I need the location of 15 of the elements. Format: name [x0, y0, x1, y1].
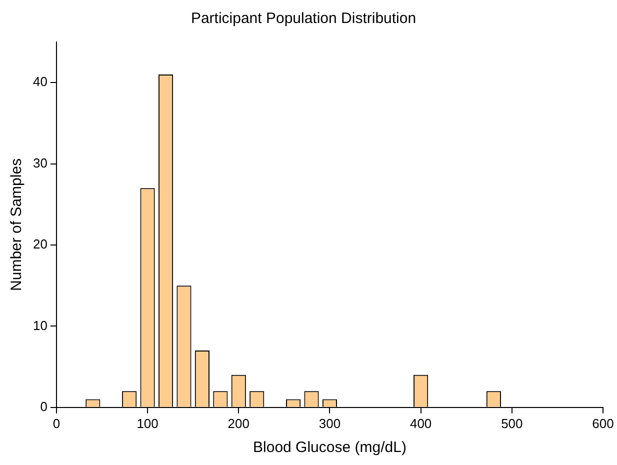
y-tick-label: 20 [32, 236, 48, 252]
chart-title: Participant Population Distribution [190, 10, 416, 28]
x-tick-label: 300 [318, 416, 341, 431]
y-tick-label: 10 [32, 318, 48, 333]
x-tick-label: 100 [136, 416, 158, 431]
y-tick-label: 40 [32, 74, 48, 90]
x-tick-label: 0 [52, 416, 60, 431]
x-tick-label: 200 [228, 416, 250, 431]
x-tick-label: 400 [410, 416, 432, 431]
x-tick-label: 600 [592, 416, 614, 431]
x-tick-label: 500 [501, 416, 523, 431]
y-axis-title: Number of Samples [8, 158, 26, 291]
x-axis-title: Blood Glucose (mg/dL) [253, 439, 406, 456]
y-tick-label: 0 [40, 398, 48, 414]
y-tick-label: 30 [32, 155, 48, 170]
